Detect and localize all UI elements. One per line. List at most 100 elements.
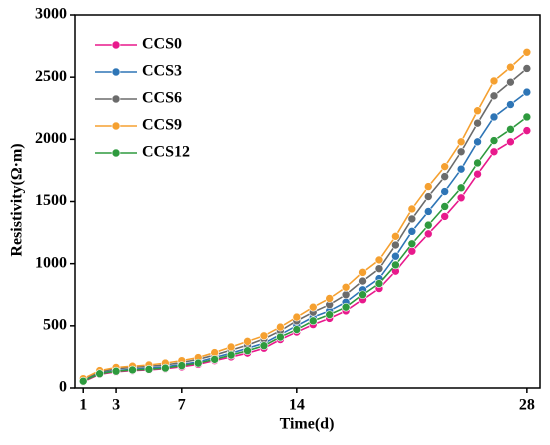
legend-marker bbox=[111, 121, 121, 131]
data-point bbox=[440, 162, 449, 171]
y-tick-label: 3000 bbox=[35, 6, 67, 23]
data-point bbox=[456, 137, 466, 147]
y-tick-label: 2500 bbox=[35, 68, 67, 85]
series-line bbox=[82, 51, 528, 380]
y-axis-label: Resistivity(Ω·m) bbox=[9, 143, 26, 256]
data-point bbox=[489, 76, 499, 86]
x-axis-label: Time(d) bbox=[280, 416, 335, 433]
data-point bbox=[308, 316, 318, 326]
data-point bbox=[226, 350, 236, 360]
data-point bbox=[210, 355, 219, 364]
data-point bbox=[95, 369, 104, 379]
y-tick-label: 1000 bbox=[35, 254, 67, 271]
legend-marker bbox=[111, 94, 121, 104]
legend-label: CCS0 bbox=[142, 36, 182, 53]
data-point bbox=[440, 172, 449, 181]
data-point bbox=[308, 302, 318, 312]
data-point bbox=[111, 366, 121, 376]
legend-marker bbox=[111, 40, 121, 50]
data-point bbox=[473, 169, 482, 179]
data-point bbox=[374, 279, 384, 288]
data-point bbox=[440, 187, 449, 196]
data-point bbox=[522, 64, 532, 73]
data-point bbox=[489, 147, 499, 157]
data-point bbox=[391, 260, 400, 270]
data-point bbox=[177, 361, 187, 370]
x-tick-label: 3 bbox=[112, 397, 120, 414]
data-point bbox=[440, 202, 449, 211]
y-tick-label: 2000 bbox=[35, 130, 67, 147]
y-tick-label: 500 bbox=[43, 317, 67, 334]
data-point bbox=[423, 220, 433, 230]
data-point bbox=[456, 164, 466, 174]
data-point bbox=[407, 204, 417, 214]
data-point bbox=[473, 118, 482, 128]
data-point bbox=[292, 325, 302, 334]
data-point bbox=[161, 363, 170, 373]
data-point bbox=[506, 137, 515, 147]
data-point bbox=[193, 358, 203, 368]
data-point bbox=[292, 312, 302, 322]
data-point bbox=[358, 290, 367, 300]
data-point bbox=[358, 276, 367, 286]
data-point bbox=[423, 182, 433, 191]
data-point bbox=[473, 158, 482, 168]
data-point bbox=[325, 294, 334, 303]
x-tick-label: 28 bbox=[519, 397, 535, 414]
series-line bbox=[82, 91, 528, 382]
data-point bbox=[243, 346, 252, 356]
legend-label: CCS3 bbox=[142, 63, 182, 80]
data-point bbox=[391, 240, 400, 250]
data-point bbox=[440, 212, 449, 221]
data-point bbox=[226, 342, 236, 352]
data-point bbox=[522, 87, 532, 97]
legend-label: CCS12 bbox=[142, 144, 190, 161]
data-point bbox=[473, 106, 482, 116]
data-point bbox=[78, 376, 88, 386]
data-point bbox=[391, 232, 400, 241]
series-line bbox=[82, 67, 528, 381]
data-point bbox=[341, 290, 351, 300]
legend-label: CCS9 bbox=[142, 117, 182, 134]
data-point bbox=[489, 136, 499, 145]
data-point bbox=[423, 229, 433, 239]
data-point bbox=[522, 126, 532, 135]
data-point bbox=[423, 207, 433, 216]
data-point bbox=[276, 332, 285, 342]
legend-marker bbox=[111, 67, 121, 77]
data-point bbox=[391, 251, 400, 261]
x-tick-label: 1 bbox=[79, 397, 87, 414]
data-point bbox=[374, 255, 384, 265]
x-tick-label: 14 bbox=[289, 397, 305, 414]
y-tick-label: 0 bbox=[59, 379, 67, 396]
data-point bbox=[456, 183, 466, 193]
data-point bbox=[144, 365, 154, 374]
data-point bbox=[506, 62, 515, 72]
data-point bbox=[358, 268, 367, 277]
data-point bbox=[423, 192, 433, 201]
y-tick-label: 1500 bbox=[35, 192, 67, 209]
data-point bbox=[522, 47, 532, 57]
series-line bbox=[82, 116, 528, 382]
data-point bbox=[341, 302, 351, 312]
data-point bbox=[128, 365, 137, 375]
data-point bbox=[456, 147, 466, 157]
x-tick-label: 7 bbox=[178, 397, 186, 414]
data-point bbox=[259, 341, 269, 351]
data-point bbox=[243, 337, 252, 346]
data-point bbox=[407, 239, 417, 249]
data-point bbox=[506, 77, 515, 87]
data-point bbox=[259, 331, 269, 341]
data-point bbox=[325, 310, 334, 319]
data-point bbox=[456, 193, 466, 203]
data-point bbox=[489, 91, 499, 101]
data-point bbox=[473, 137, 482, 147]
data-point bbox=[506, 100, 515, 109]
data-point bbox=[374, 264, 384, 273]
data-point bbox=[407, 227, 417, 236]
data-point bbox=[341, 282, 351, 292]
legend-marker bbox=[111, 148, 121, 158]
data-point bbox=[489, 112, 499, 122]
data-point bbox=[522, 112, 532, 122]
